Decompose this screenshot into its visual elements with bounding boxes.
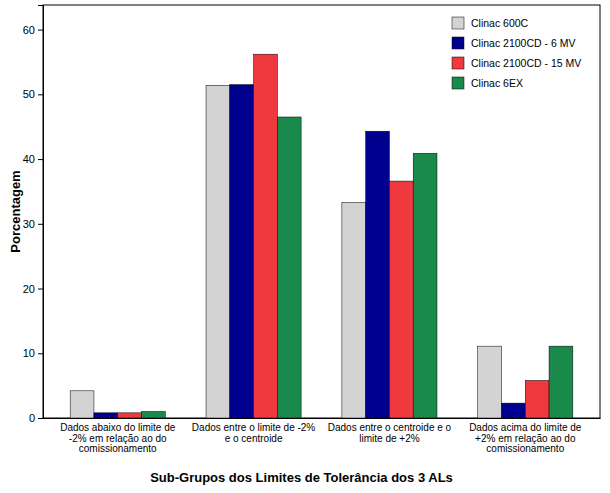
tick-label: 20 (23, 283, 35, 295)
tick-mark (38, 289, 43, 290)
tick-label: 0 (29, 412, 35, 424)
tick-mark (38, 353, 43, 354)
tick: Dados entre o centroide e olimite de +2% (328, 418, 452, 444)
x-axis: Dados abaixo do limite de-2% em relação … (44, 418, 601, 454)
axis-line (44, 418, 601, 419)
tick-mark (38, 30, 43, 31)
legend: Clinac 600C Clinac 2100CD - 6 MV Clinac 21… (452, 17, 581, 89)
bar (94, 413, 118, 418)
tick-label: Dados entre o centroide e olimite de +2% (328, 422, 452, 444)
bar (549, 346, 573, 418)
tick-label: Dados acima do limite de+2% em relação a… (469, 422, 582, 454)
tick: 10 (23, 347, 43, 359)
bar (478, 346, 502, 418)
bar (502, 403, 526, 418)
tick-label: 40 (23, 153, 35, 165)
tick: 60 (23, 24, 43, 36)
bar (525, 380, 549, 418)
tick-mark (38, 94, 43, 95)
tick: Dados abaixo do limite de-2% em relação … (60, 418, 176, 454)
axis-line (38, 6, 44, 419)
bar (70, 391, 94, 418)
bar (277, 117, 301, 418)
y-axis-title: Porcentagem (8, 170, 23, 252)
legend-label: Clinac 2100CD - 6 MV (471, 37, 575, 49)
bar (342, 202, 366, 418)
legend-swatch (452, 37, 464, 49)
bar (230, 85, 254, 418)
tick-mark (38, 159, 43, 160)
tick: 40 (23, 153, 43, 165)
bar (389, 181, 413, 418)
bar (118, 413, 142, 418)
legend-label: Clinac 600C (471, 17, 529, 29)
tick: 0 (29, 412, 43, 424)
plot-frame (43, 5, 600, 418)
tick-label: 50 (23, 88, 35, 100)
tick-mark (38, 224, 43, 225)
tick-label: 10 (23, 347, 35, 359)
tick-label: 30 (23, 218, 35, 230)
bar (413, 153, 437, 418)
tick: Dados acima do limite de+2% em relação a… (469, 418, 582, 454)
tick-label: Dados entre o limite de -2%e o centroide (192, 422, 316, 444)
bar (206, 85, 230, 418)
tick-label: Dados abaixo do limite de-2% em relação … (60, 422, 176, 454)
legend-label: Clinac 2100CD - 15 MV (471, 57, 581, 69)
tick-label: 60 (23, 24, 35, 36)
tick: Dados entre o limite de -2%e o centroide (192, 418, 316, 444)
tick: 30 (23, 218, 43, 230)
bar (141, 412, 165, 418)
bar (366, 131, 390, 418)
legend-swatch (452, 77, 464, 89)
tick: 20 (23, 283, 43, 295)
x-axis-title: Sub-Grupos dos Limites de Tolerância dos… (150, 470, 453, 485)
chart: 0 10 20 30 40 50 60 Dados abaixo do limite de-2… (0, 0, 610, 493)
bar (254, 54, 278, 418)
legend-label: Clinac 6EX (471, 77, 523, 89)
tick-mark (38, 418, 43, 419)
tick: 50 (23, 88, 43, 100)
legend-swatch (452, 57, 464, 69)
legend-swatch (452, 17, 464, 29)
y-axis: 0 10 20 30 40 50 60 (23, 6, 44, 425)
bars (70, 54, 573, 418)
